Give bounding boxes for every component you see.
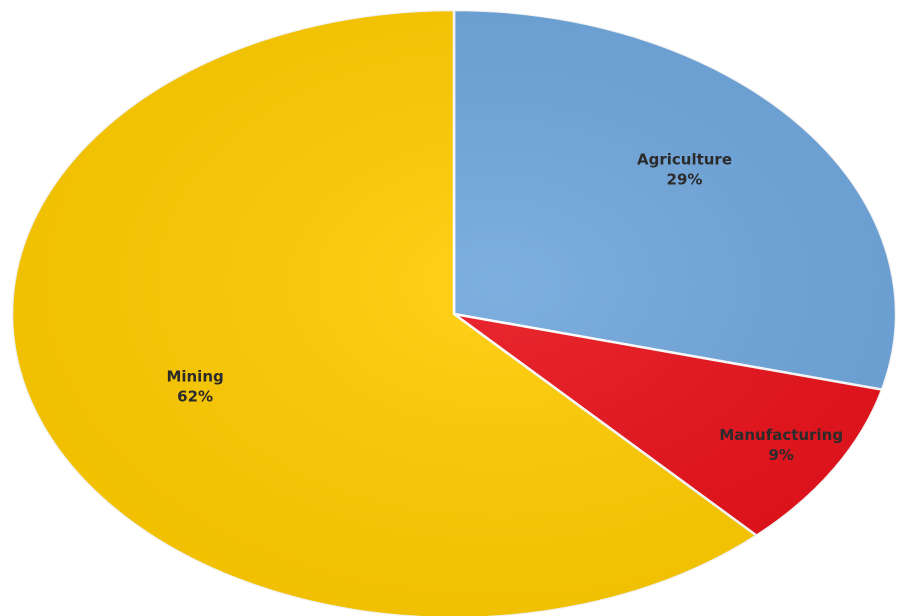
slice-category-label: Agriculture [637,151,732,169]
slice-percent-label: 29% [667,171,703,189]
pie-slices [10,8,898,616]
slice-category-label: Manufacturing [719,426,843,444]
slice-label-mining: Mining 62% [166,368,223,406]
pie-labels: Agriculture 29% Manufacturing 9% Mining 62% [166,151,843,464]
slice-percent-label: 62% [177,388,213,406]
slice-percent-label: 9% [768,446,793,464]
slice-label-agriculture: Agriculture 29% [637,151,732,189]
slice-category-label: Mining [166,368,223,386]
slice-label-manufacturing: Manufacturing 9% [719,426,843,464]
